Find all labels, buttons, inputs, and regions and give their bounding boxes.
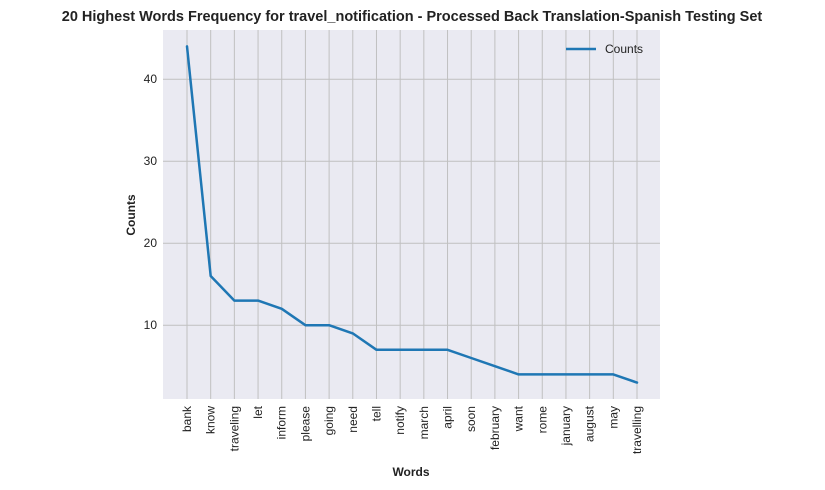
y-tick-label: 20	[144, 236, 158, 250]
series-layer	[185, 45, 639, 384]
x-tick-label: know	[204, 406, 218, 434]
legend-label: Counts	[605, 42, 643, 56]
x-tick-label: please	[298, 406, 312, 442]
grid	[163, 30, 660, 399]
x-tick-label: want	[512, 405, 526, 432]
x-tick-label: soon	[464, 406, 478, 432]
x-tick-label: rome	[535, 406, 549, 434]
x-tick-label: march	[417, 406, 431, 439]
x-axis-ticks: bank know traveling let inform please going nee…	[180, 405, 644, 454]
y-tick-label: 10	[144, 318, 158, 332]
series-line	[185, 45, 639, 384]
x-tick-label: august	[583, 405, 597, 442]
x-tick-label: bank	[180, 405, 194, 432]
x-axis-label: Words	[392, 465, 429, 479]
x-tick-label: inform	[275, 406, 289, 439]
x-tick-label: february	[488, 406, 502, 450]
chart-title: 20 Highest Words Frequency for travel_no…	[62, 9, 763, 25]
plot-area	[163, 30, 660, 399]
x-tick-label: may	[606, 406, 620, 429]
x-tick-label: notify	[393, 406, 407, 435]
y-tick-label: 30	[144, 154, 158, 168]
x-tick-label: travelling	[630, 406, 644, 454]
x-tick-label: going	[322, 406, 336, 435]
legend: Counts	[566, 42, 643, 56]
x-tick-label: april	[441, 406, 455, 429]
x-tick-label: let	[251, 405, 265, 418]
x-tick-label: tell	[369, 406, 383, 421]
y-tick-label: 40	[144, 72, 158, 86]
x-tick-label: january	[559, 406, 573, 446]
x-tick-label: traveling	[227, 406, 241, 451]
x-tick-label: need	[346, 406, 360, 433]
y-axis-ticks: 10 20 30 40	[144, 72, 158, 332]
y-axis-label: Counts	[124, 194, 138, 236]
